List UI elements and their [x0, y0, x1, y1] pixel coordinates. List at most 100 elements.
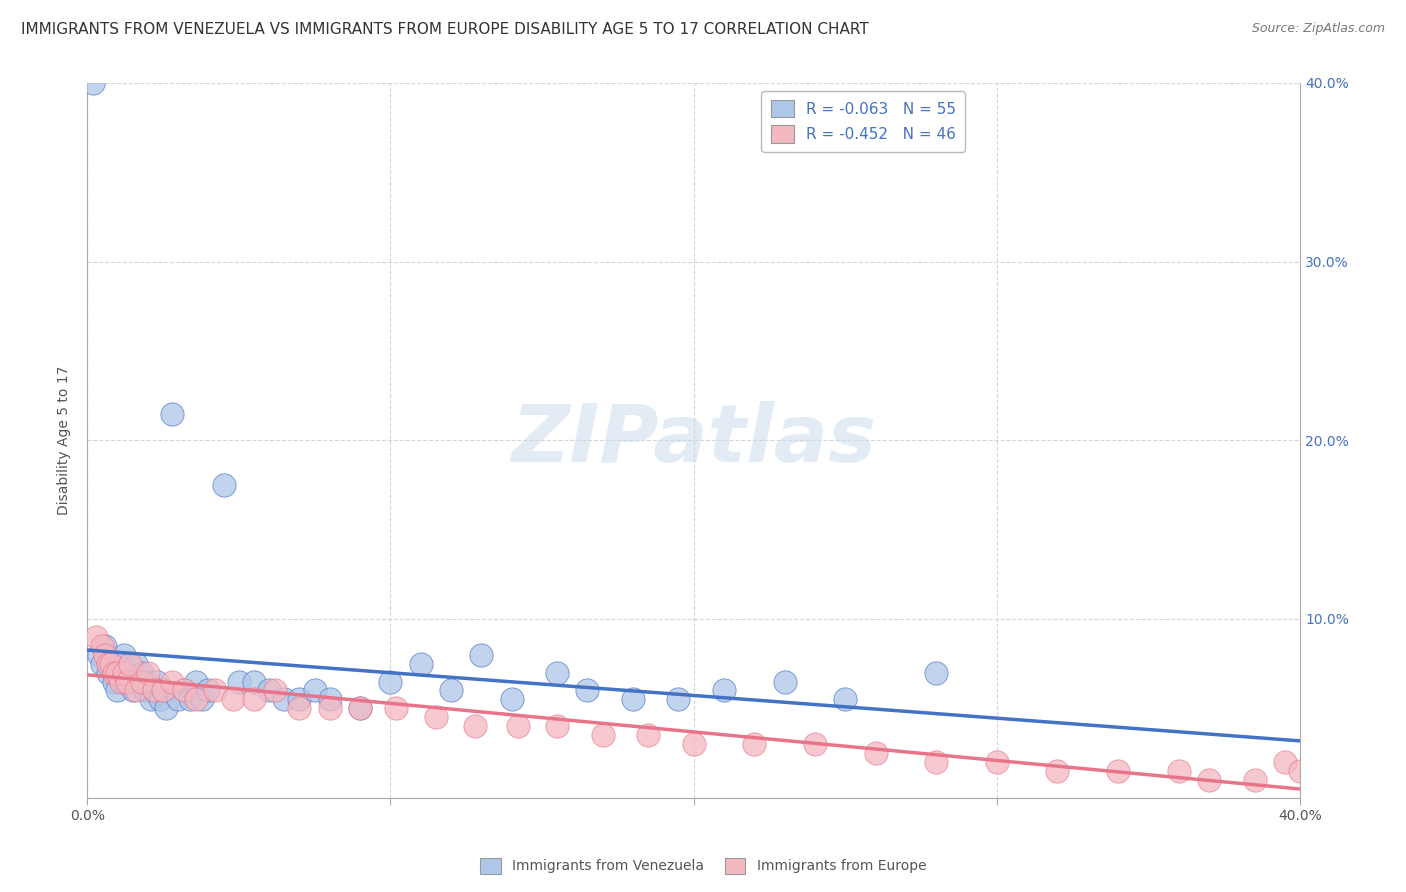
Point [409, 657, 432, 671]
Point [742, 737, 765, 751]
Point [160, 407, 183, 421]
Point [546, 719, 568, 733]
Point [621, 692, 644, 706]
Point [273, 692, 295, 706]
Point [121, 683, 143, 698]
Point [713, 683, 735, 698]
Point [167, 692, 190, 706]
Point [319, 692, 342, 706]
Point [118, 657, 141, 671]
Point [107, 665, 129, 680]
Point [89, 648, 111, 662]
Point [142, 683, 165, 698]
Text: IMMIGRANTS FROM VENEZUELA VS IMMIGRANTS FROM EUROPE DISABILITY AGE 5 TO 17 CORRE: IMMIGRANTS FROM VENEZUELA VS IMMIGRANTS … [21, 22, 869, 37]
Point [191, 692, 214, 706]
Point [131, 665, 153, 680]
Point [288, 701, 311, 715]
Point [380, 674, 402, 689]
Point [107, 665, 129, 680]
Point [91, 657, 114, 671]
Point [110, 657, 132, 671]
Point [100, 657, 122, 671]
Point [112, 665, 135, 680]
Point [257, 683, 280, 698]
Point [264, 683, 287, 698]
Point [243, 692, 266, 706]
Point [204, 683, 226, 698]
Point [1167, 764, 1189, 778]
Point [212, 478, 235, 492]
Point [97, 657, 120, 671]
Point [1243, 772, 1265, 787]
Point [773, 674, 796, 689]
Point [160, 674, 183, 689]
Point [124, 683, 146, 698]
Point [131, 674, 153, 689]
Point [128, 674, 150, 689]
Point [100, 657, 122, 671]
Point [136, 665, 159, 680]
Point [186, 692, 208, 706]
Point [501, 692, 523, 706]
Point [97, 665, 120, 680]
Point [103, 665, 125, 680]
Point [1198, 772, 1220, 787]
Point [115, 674, 138, 689]
Point [440, 683, 463, 698]
Point [288, 692, 311, 706]
Point [112, 674, 135, 689]
Point [173, 683, 195, 698]
Point [152, 683, 174, 698]
Point [506, 719, 529, 733]
Point [112, 648, 135, 662]
Point [668, 692, 690, 706]
Point [84, 630, 107, 644]
Point [1274, 755, 1296, 769]
Point [986, 755, 1008, 769]
Point [682, 737, 704, 751]
Point [186, 674, 208, 689]
Point [546, 665, 568, 680]
Point [349, 701, 371, 715]
Point [139, 692, 162, 706]
Legend: R = -0.063   N = 55, R = -0.452   N = 46: R = -0.063 N = 55, R = -0.452 N = 46 [762, 91, 965, 152]
Point [222, 692, 245, 706]
Point [115, 665, 138, 680]
Point [142, 683, 165, 698]
Point [152, 683, 174, 698]
Point [834, 692, 856, 706]
Point [179, 692, 201, 706]
Point [637, 728, 659, 742]
Point [304, 683, 326, 698]
Point [1289, 764, 1312, 778]
Point [243, 674, 266, 689]
Point [155, 701, 177, 715]
Point [118, 674, 141, 689]
Point [91, 639, 114, 653]
Point [925, 755, 948, 769]
Point [173, 683, 195, 698]
Point [149, 692, 172, 706]
Point [470, 648, 492, 662]
Legend: Immigrants from Venezuela, Immigrants from Europe: Immigrants from Venezuela, Immigrants fr… [472, 851, 934, 880]
Point [349, 701, 371, 715]
Point [124, 657, 146, 671]
Point [804, 737, 827, 751]
Point [865, 746, 887, 760]
Point [319, 701, 342, 715]
Point [134, 683, 156, 698]
Point [110, 674, 132, 689]
Point [146, 674, 169, 689]
Point [925, 665, 948, 680]
Point [1107, 764, 1129, 778]
Point [82, 76, 104, 90]
Point [425, 710, 447, 724]
Text: ZIPatlas: ZIPatlas [512, 401, 876, 479]
Point [94, 639, 117, 653]
Point [1046, 764, 1069, 778]
Point [464, 719, 486, 733]
Point [103, 674, 125, 689]
Text: Source: ZipAtlas.com: Source: ZipAtlas.com [1251, 22, 1385, 36]
Point [576, 683, 599, 698]
Y-axis label: Disability Age 5 to 17: Disability Age 5 to 17 [58, 366, 72, 515]
